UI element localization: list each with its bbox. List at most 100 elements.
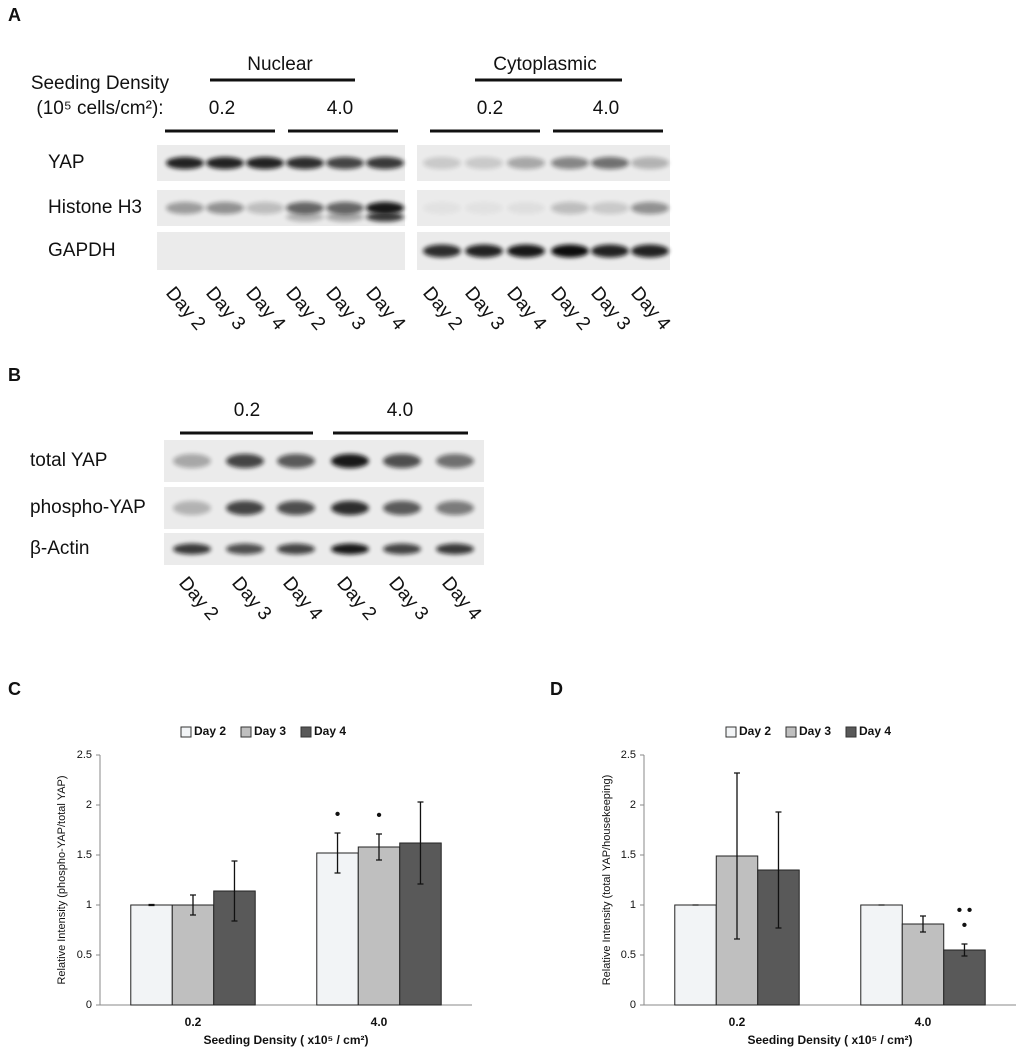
band xyxy=(246,156,284,170)
legend-label: Day 4 xyxy=(859,724,891,738)
significance-marker: • xyxy=(376,807,382,824)
y-tick-label: 2.5 xyxy=(77,749,92,761)
error-bar xyxy=(775,811,782,929)
band xyxy=(173,453,211,469)
band xyxy=(277,500,315,516)
density-label: 4.0 xyxy=(387,400,413,421)
error-bar xyxy=(231,860,238,922)
legend-label: Day 3 xyxy=(799,724,831,738)
y-tick-label: 0 xyxy=(86,999,92,1011)
significance-marker: • xyxy=(962,917,968,934)
band xyxy=(226,543,264,555)
blot xyxy=(157,232,405,270)
significance-marker: • • xyxy=(957,902,973,919)
row-label: total YAP xyxy=(30,450,107,471)
band xyxy=(551,156,589,170)
group-label: Cytoplasmic xyxy=(493,54,596,75)
band xyxy=(366,156,404,170)
lane-label: Day 4 xyxy=(502,283,550,335)
error-bar xyxy=(734,772,740,940)
band xyxy=(366,212,404,222)
band xyxy=(436,453,474,469)
y-tick-label: 2 xyxy=(86,799,92,811)
band xyxy=(226,500,264,516)
band xyxy=(173,500,211,516)
band xyxy=(206,156,244,170)
error-bar xyxy=(376,833,382,861)
error-bar xyxy=(334,832,341,874)
band xyxy=(166,156,204,170)
x-axis-label: Seeding Density ( x10⁵ / cm²) xyxy=(747,1033,912,1047)
lane-label: Day 4 xyxy=(361,283,409,335)
legend-swatch xyxy=(845,726,857,738)
density-label: 0.2 xyxy=(209,98,235,119)
bar xyxy=(316,852,359,1006)
band xyxy=(436,543,474,555)
x-tick-label: 4.0 xyxy=(371,1015,388,1029)
band xyxy=(507,156,545,170)
legend-swatch xyxy=(785,726,797,738)
legend-label: Day 4 xyxy=(314,724,346,738)
band xyxy=(423,156,461,170)
legend-label: Day 2 xyxy=(739,724,771,738)
band xyxy=(591,244,629,258)
lane-label: Day 2 xyxy=(546,283,594,335)
band xyxy=(436,500,474,516)
density-label: 0.2 xyxy=(234,400,260,421)
lane-label: Day 3 xyxy=(321,283,369,335)
band xyxy=(383,543,421,555)
y-tick-label: 1 xyxy=(86,899,92,911)
blot xyxy=(164,440,484,482)
lane-label: Day 4 xyxy=(437,573,485,625)
band xyxy=(551,244,589,258)
band xyxy=(591,201,629,215)
band xyxy=(631,244,669,258)
panel-label: D xyxy=(550,679,563,699)
row-label: β-Actin xyxy=(30,538,90,559)
band xyxy=(465,201,503,215)
lane-label: Day 2 xyxy=(281,283,329,335)
panel-label: C xyxy=(8,679,21,699)
x-tick-label: 0.2 xyxy=(185,1015,202,1029)
density-label: 0.2 xyxy=(477,98,503,119)
band xyxy=(507,201,545,215)
band xyxy=(173,543,211,555)
y-tick-label: 1.5 xyxy=(77,849,92,861)
density-label: 4.0 xyxy=(593,98,619,119)
band xyxy=(423,244,461,258)
legend-swatch xyxy=(725,726,737,738)
legend-swatch xyxy=(240,726,252,738)
seeding-label: Seeding Density xyxy=(31,73,170,94)
band xyxy=(206,201,244,215)
error-bar xyxy=(417,801,424,885)
band xyxy=(631,201,669,215)
y-tick-label: 1 xyxy=(630,899,636,911)
band xyxy=(551,201,589,215)
band xyxy=(465,156,503,170)
band xyxy=(226,453,264,469)
band xyxy=(246,201,284,215)
band xyxy=(591,156,629,170)
panel-label: A xyxy=(8,5,21,25)
band xyxy=(507,244,545,258)
band xyxy=(326,156,364,170)
band xyxy=(286,212,324,222)
lane-label: Day 3 xyxy=(460,283,508,335)
lane-label: Day 4 xyxy=(241,283,289,335)
y-axis-label: Relative Intensity (phospho-YAP/total YA… xyxy=(56,775,68,984)
error-bar xyxy=(920,915,926,933)
lane-label: Day 2 xyxy=(332,573,380,625)
band xyxy=(326,201,364,215)
band xyxy=(326,212,364,222)
band xyxy=(331,543,369,555)
band xyxy=(423,201,461,215)
legend-label: Day 3 xyxy=(254,724,286,738)
band xyxy=(331,500,369,516)
bar xyxy=(171,904,215,1006)
lane-label: Day 3 xyxy=(227,573,275,625)
lane-label: Day 3 xyxy=(384,573,432,625)
x-tick-label: 4.0 xyxy=(915,1015,932,1029)
y-tick-label: 0.5 xyxy=(77,949,92,961)
unit-label: (10⁵ cells/cm²): xyxy=(36,98,163,119)
